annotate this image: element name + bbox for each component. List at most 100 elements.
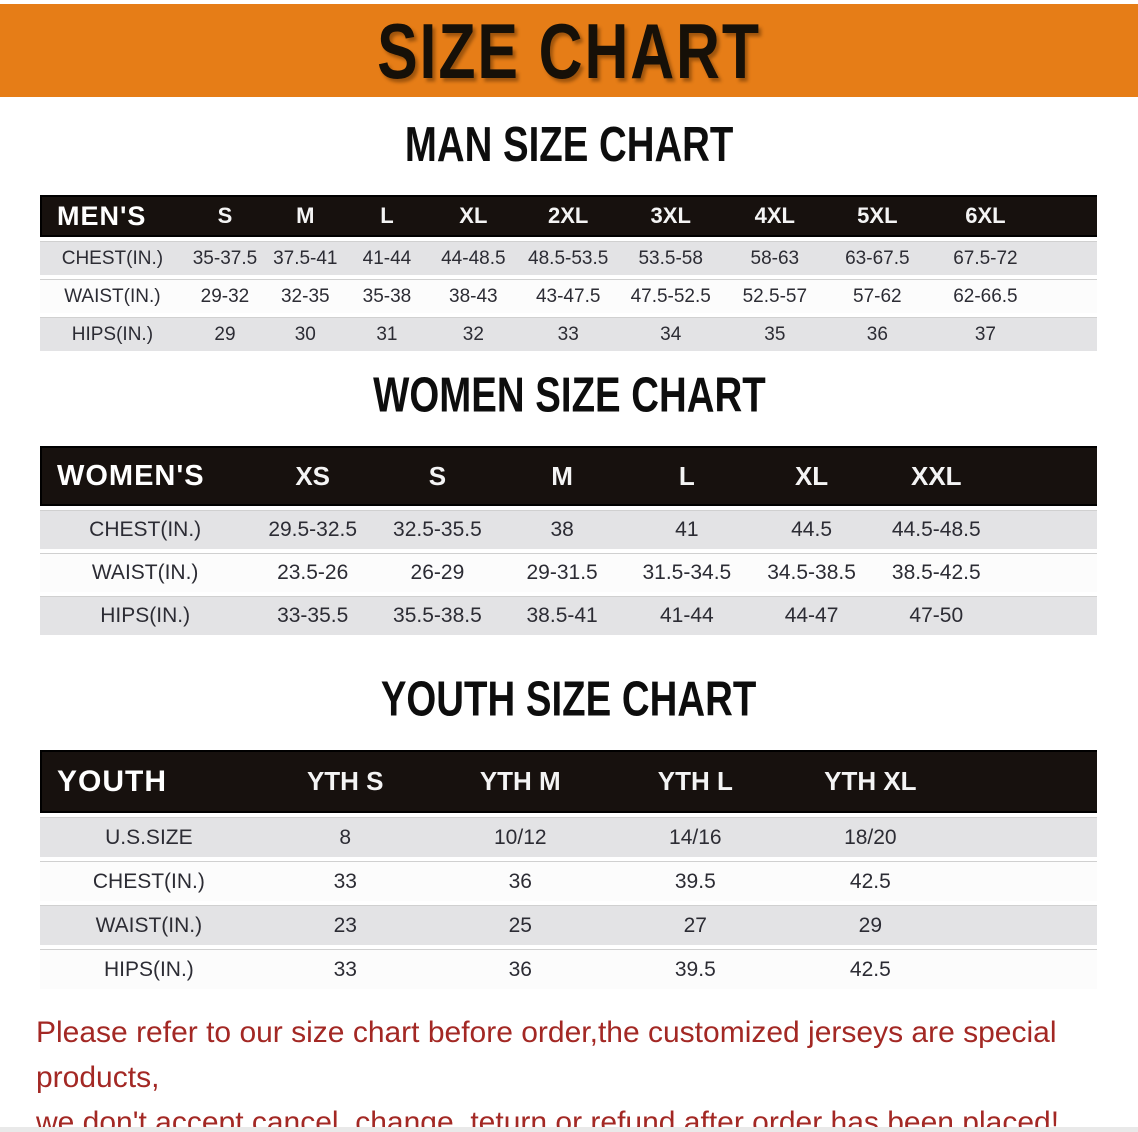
size-value: 27 xyxy=(683,913,707,937)
size-column-header: YTH M xyxy=(432,750,608,813)
measure-label: CHEST(IN.) xyxy=(92,869,205,893)
size-value: 31 xyxy=(376,323,398,345)
men-section-heading: MAN SIZE CHART xyxy=(0,118,1138,172)
table-row: WAIST(IN.) 29-32 32-35 35-38 38-43 43-47.5 47.… xyxy=(40,280,1097,313)
row-spacer xyxy=(1042,242,1097,275)
table-row: WAIST(IN.) 23.5-26 26-29 29-31.5 31.5-34.5 34… xyxy=(40,554,1097,592)
size-value: 37.5-41 xyxy=(273,247,338,269)
size-column-header: XS xyxy=(250,446,376,506)
size-value: 41-44 xyxy=(659,604,714,627)
row-spacer xyxy=(958,862,1097,901)
size-value: 14/16 xyxy=(669,825,722,849)
size-value: 42.5 xyxy=(849,957,891,981)
size-value: 38-43 xyxy=(449,285,498,307)
row-spacer xyxy=(958,818,1097,857)
table-row: WAIST(IN.) 23 25 27 29 xyxy=(40,906,1097,945)
size-value: 41-44 xyxy=(362,247,412,269)
men-section-heading-text: MAN SIZE CHART xyxy=(404,118,734,172)
header-spacer xyxy=(957,750,1097,813)
measure-label: U.S.SIZE xyxy=(105,825,193,849)
size-column-header: 5XL xyxy=(826,195,929,237)
row-spacer xyxy=(1042,318,1097,351)
size-value: 32-35 xyxy=(280,285,330,307)
size-column-header: XL xyxy=(428,195,519,237)
table-header-row: YOUTH YTH S YTH M YTH L YTH XL xyxy=(40,750,1097,813)
size-value: 47-50 xyxy=(909,604,964,627)
size-value: 47.5-52.5 xyxy=(630,285,711,307)
size-value: 58-63 xyxy=(750,247,800,269)
size-value: 33 xyxy=(557,323,579,345)
size-value: 30 xyxy=(294,323,316,345)
size-value: 36 xyxy=(866,323,888,345)
size-column-header: 2XL xyxy=(518,195,619,237)
row-spacer xyxy=(1042,280,1097,313)
size-value: 33-35.5 xyxy=(277,604,349,627)
size-column-header: S xyxy=(375,446,500,506)
disclaimer: Please refer to our size chart before or… xyxy=(0,1010,1138,1132)
size-value: 33 xyxy=(333,869,357,893)
size-value: 29-31.5 xyxy=(526,561,598,584)
size-value: 36 xyxy=(508,957,532,981)
size-value: 34 xyxy=(660,323,682,345)
row-spacer xyxy=(958,950,1097,989)
size-value: 39.5 xyxy=(674,869,716,893)
size-value: 23.5-26 xyxy=(277,561,349,584)
size-value: 36 xyxy=(508,869,532,893)
youth-size-table: YOUTH YTH S YTH M YTH L YTH XL U.S.SIZE 8 10/12… xyxy=(40,745,1097,994)
row-spacer xyxy=(999,511,1097,549)
size-value: 44-47 xyxy=(784,604,839,627)
size-value: 32.5-35.5 xyxy=(393,518,482,541)
measure-label: HIPS(IN.) xyxy=(103,957,194,981)
measure-label: CHEST(IN.) xyxy=(89,518,202,541)
table-row: HIPS(IN.) 29 30 31 32 33 34 35 36 37 xyxy=(40,318,1097,351)
size-column-header: S xyxy=(184,195,266,237)
bottom-edge-strip xyxy=(0,1127,1138,1132)
size-value: 31.5-34.5 xyxy=(642,561,732,584)
size-value: 67.5-72 xyxy=(953,247,1018,269)
youth-section-heading: YOUTH SIZE CHART xyxy=(0,673,1138,727)
size-value: 62-66.5 xyxy=(953,285,1018,307)
size-column-header: 6XL xyxy=(928,195,1043,237)
table-title: MEN'S xyxy=(40,195,185,237)
size-value: 41 xyxy=(675,518,699,541)
size-value: 18/20 xyxy=(844,825,897,849)
size-column-header: YTH S xyxy=(257,750,433,813)
size-column-header: XL xyxy=(749,446,874,506)
size-value: 29 xyxy=(214,323,236,345)
size-value: 32 xyxy=(462,323,484,345)
size-column-header: XXL xyxy=(873,446,999,506)
size-value: 35.5-38.5 xyxy=(393,604,482,627)
size-column-header: YTH L xyxy=(607,750,783,813)
size-column-header: L xyxy=(345,195,429,237)
measure-label: HIPS(IN.) xyxy=(100,604,191,627)
size-value: 44-48.5 xyxy=(441,247,506,269)
women-section-heading-text: WOMEN SIZE CHART xyxy=(372,369,766,423)
size-value: 10/12 xyxy=(494,825,547,849)
size-column-header: YTH XL xyxy=(782,750,958,813)
size-value: 39.5 xyxy=(674,957,716,981)
size-value: 29-32 xyxy=(200,285,250,307)
size-value: 23 xyxy=(333,913,357,937)
size-column-header: M xyxy=(499,446,625,506)
table-header-row: WOMEN'S XS S M L XL XXL xyxy=(40,446,1097,506)
banner: SIZE CHART xyxy=(0,4,1138,97)
size-value: 38.5-42.5 xyxy=(891,561,981,584)
size-value: 35 xyxy=(764,323,786,345)
table-row: CHEST(IN.) 35-37.5 37.5-41 41-44 44-48.5 48.5… xyxy=(40,242,1097,275)
row-spacer xyxy=(999,554,1097,592)
table-row: HIPS(IN.) 33 36 39.5 42.5 xyxy=(40,950,1097,989)
youth-section-heading-text: YOUTH SIZE CHART xyxy=(381,673,757,727)
measure-label: CHEST(IN.) xyxy=(61,247,164,269)
size-value: 33 xyxy=(333,957,357,981)
size-value: 35-37.5 xyxy=(192,247,258,269)
size-column-header: 4XL xyxy=(723,195,827,237)
size-value: 38 xyxy=(550,518,574,541)
size-value: 44.5 xyxy=(791,518,832,541)
size-value: 57-62 xyxy=(853,285,902,307)
row-spacer xyxy=(999,597,1097,635)
size-value: 29 xyxy=(858,913,883,937)
table-row: CHEST(IN.) 33 36 39.5 42.5 xyxy=(40,862,1097,901)
measure-label: WAIST(IN.) xyxy=(64,285,161,307)
table-title: WOMEN'S xyxy=(40,446,251,506)
